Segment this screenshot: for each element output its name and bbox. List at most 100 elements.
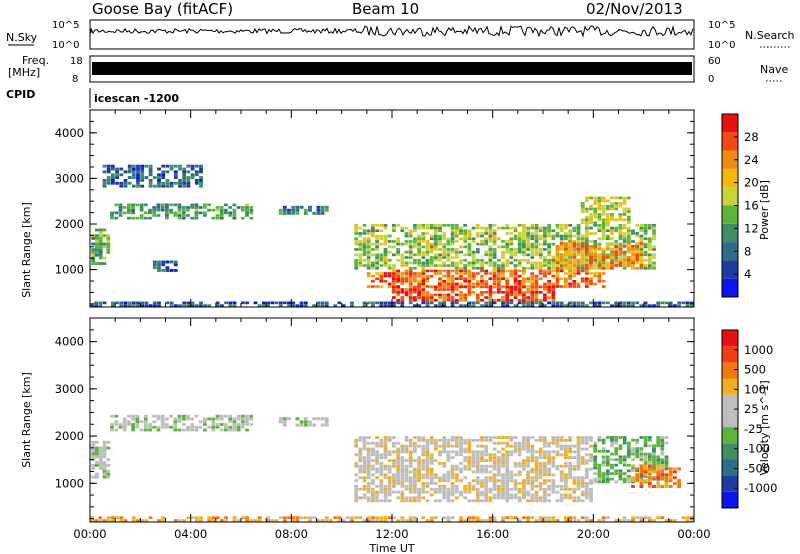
heatmap-cell: [605, 204, 610, 208]
heatmap-cell: [652, 461, 656, 464]
heatmap-cell: [454, 293, 459, 297]
heatmap-cell: [463, 224, 468, 227]
heatmap-cell: [463, 234, 468, 238]
heatmap-cell: [362, 456, 367, 460]
heatmap-cell: [543, 269, 547, 273]
heatmap-cell: [194, 206, 199, 209]
heatmap-cell: [182, 184, 187, 188]
heatmap-cell: [534, 229, 539, 233]
heatmap-cell: [421, 464, 426, 468]
nsky-tick-low: 10^0: [52, 40, 79, 51]
heatmap-cell: [371, 464, 375, 468]
heatmap-cell: [589, 213, 593, 216]
heatmap-cell: [425, 285, 430, 288]
heatmap-cell: [610, 266, 614, 270]
heatmap-cell: [668, 304, 673, 307]
heatmap-cell: [509, 290, 514, 294]
heatmap-cell: [392, 296, 396, 299]
heatmap-cell: [601, 301, 606, 305]
heatmap-cell: [568, 473, 572, 477]
heatmap-cell: [446, 296, 451, 299]
heatmap-cell: [534, 232, 539, 235]
heatmap-cell: [442, 484, 447, 488]
heatmap-cell: [400, 229, 405, 233]
heatmap-cell: [450, 438, 455, 442]
heatmap-cell: [127, 304, 132, 307]
heatmap-cell: [442, 450, 447, 454]
heatmap-cell: [522, 304, 526, 307]
heatmap-cell: [136, 301, 140, 305]
heatmap-cell: [530, 274, 535, 278]
heatmap-cell: [459, 493, 463, 497]
heatmap-cell: [165, 203, 169, 207]
heatmap-cell: [429, 256, 434, 259]
heatmap-cell: [215, 425, 220, 429]
heatmap-cell: [505, 496, 510, 500]
heatmap-cell: [547, 261, 551, 265]
heatmap-cell: [471, 499, 476, 503]
heatmap-cell: [593, 477, 598, 481]
heatmap-cell: [181, 206, 186, 209]
heatmap-cell: [316, 417, 321, 421]
heatmap-cell: [601, 253, 606, 257]
heatmap-cell: [643, 253, 648, 257]
heatmap-cell: [593, 213, 598, 216]
heatmap-cell: [656, 304, 661, 307]
heatmap-cell: [160, 203, 165, 207]
heatmap-cell: [580, 476, 585, 480]
heatmap-cell: [517, 232, 522, 235]
heatmap-cell: [106, 248, 111, 251]
heatmap-cell: [505, 467, 510, 471]
heatmap-cell: [509, 450, 514, 454]
heatmap-cell: [631, 516, 635, 520]
heatmap-cell: [433, 237, 438, 241]
heatmap-cell: [425, 470, 430, 474]
heatmap-cell: [324, 304, 329, 307]
heatmap-cell: [383, 234, 388, 238]
heatmap-cell: [517, 519, 522, 522]
heatmap-cell: [471, 470, 476, 474]
heatmap-cell: [232, 519, 237, 522]
heatmap-cell: [131, 208, 135, 212]
heatmap-cell: [253, 519, 258, 522]
heatmap-cell: [593, 232, 598, 235]
heatmap-cell: [467, 264, 472, 267]
heatmap-cell: [371, 493, 375, 497]
heatmap-cell: [610, 253, 614, 256]
heatmap-cell: [90, 516, 94, 520]
heatmap-cell: [379, 253, 384, 257]
heatmap-cell: [480, 226, 484, 230]
heatmap-cell: [538, 473, 543, 477]
heatmap-cell: [118, 425, 123, 429]
heatmap-cell: [492, 250, 497, 254]
heatmap-cell: [555, 304, 560, 307]
heatmap-cell: [656, 464, 661, 468]
heatmap-cell: [509, 473, 514, 477]
heatmap-cell: [559, 447, 564, 451]
heatmap-cell: [186, 179, 191, 182]
heatmap-cell: [131, 173, 136, 177]
heatmap-cell: [601, 221, 606, 224]
heatmap-cell: [454, 224, 459, 227]
heatmap-cell: [219, 206, 224, 209]
heatmap-cell: [584, 250, 589, 254]
heatmap-cell: [555, 258, 560, 262]
colorbar-segment: [722, 378, 738, 395]
heatmap-cell: [530, 256, 535, 259]
heatmap-cell: [413, 285, 417, 289]
heatmap-cell: [647, 472, 652, 475]
heatmap-cell: [152, 211, 157, 215]
heatmap-cell: [601, 199, 606, 203]
heatmap-cell: [358, 464, 363, 468]
heatmap-cell: [392, 269, 396, 273]
heatmap-cell: [614, 458, 619, 462]
heatmap-cell: [345, 516, 350, 520]
heatmap-cell: [177, 214, 182, 217]
heatmap-cell: [320, 208, 325, 212]
heatmap-cell: [610, 207, 614, 211]
heatmap-cell: [534, 288, 539, 291]
heatmap-cell: [148, 425, 152, 429]
heatmap-cell: [442, 464, 447, 468]
heatmap-cell: [102, 461, 107, 464]
heatmap-cell: [526, 253, 530, 257]
